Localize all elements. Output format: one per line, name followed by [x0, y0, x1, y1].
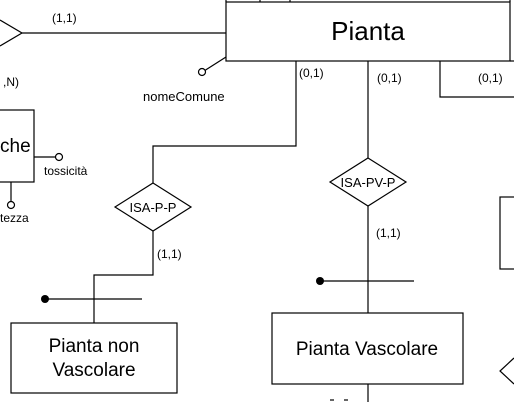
attribute-nome-comune: nomeComune: [143, 89, 225, 104]
attribute-tezza: tezza: [0, 211, 29, 225]
left-partial-entity-label: che: [0, 136, 31, 157]
pianta-vascolare-entity: [271, 312, 464, 385]
isa-pv-p-label: ISA-PV-P: [341, 175, 396, 190]
cardinality-pianta-isa-p-p: (0,1): [299, 66, 324, 80]
pianta-label: Pianta: [331, 16, 405, 46]
cardinality-pianta-isa-pv-p: (0,1): [377, 71, 402, 85]
attribute-circle-icon: [6, 200, 16, 210]
attribute-circle-icon: [197, 67, 207, 77]
identifier-dot-icon: [41, 295, 49, 303]
cardinality-top-left: (1,1): [52, 11, 77, 25]
right-partial-diamond-shape-icon: [499, 357, 514, 385]
left-partial-entity: [0, 109, 35, 183]
pianta-non-vascolare-entity: [10, 322, 178, 394]
pianta-non-vascolare-label-1: Pianta non: [49, 336, 140, 357]
pianta-non-vascolare-label-2: Vascolare: [52, 360, 135, 381]
attribute-circle-icon: [54, 152, 64, 162]
identifier-dot-icon: [316, 277, 324, 285]
attribute-tossicita: tossicità: [44, 164, 88, 178]
pianta-vascolare-label: Pianta Vascolare: [296, 339, 438, 360]
cardinality-left-partial: ,N): [3, 75, 19, 89]
right-partial-entity: [499, 196, 514, 270]
cardinality-isa-pv-p-child: (1,1): [376, 226, 401, 240]
cardinality-isa-p-p-child: (1,1): [157, 247, 182, 261]
isa-p-p-label: ISA-P-P: [130, 200, 177, 215]
cardinality-pianta-right: (0,1): [478, 71, 503, 85]
left-partial-relationship: [0, 19, 226, 47]
